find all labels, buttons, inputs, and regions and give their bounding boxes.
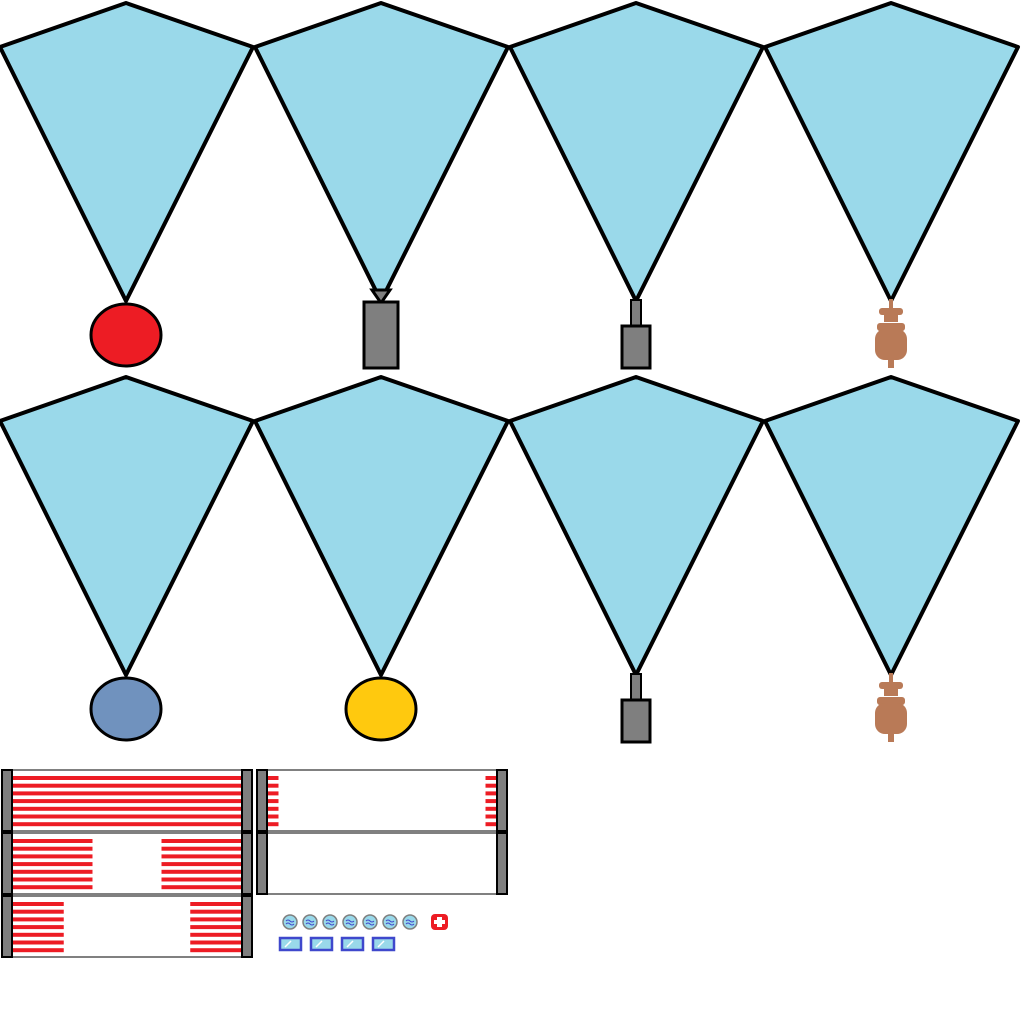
parachute-canopy xyxy=(763,375,1020,677)
red-ball-icon xyxy=(89,302,163,368)
parachute-gray-crate-stem xyxy=(508,375,765,744)
parachute-canopy xyxy=(253,375,510,677)
yellow-ball-icon xyxy=(344,676,418,742)
water-bubble-icon xyxy=(302,914,318,930)
small-item-sprites xyxy=(278,914,448,952)
medkit-icon xyxy=(431,914,448,930)
teddy-bear-icon xyxy=(875,299,907,368)
parachute-canopy xyxy=(508,1,765,303)
gray-crate-icon xyxy=(620,299,652,370)
parachute-canopy xyxy=(0,1,255,303)
parachute-brown-bear xyxy=(763,1,1020,368)
parachute-yellow-bomb xyxy=(253,375,510,742)
glass-panel-icon xyxy=(278,936,303,952)
fence-empty-frame xyxy=(256,832,508,895)
parachute-canopy xyxy=(763,1,1020,303)
water-bubble-icon xyxy=(322,914,338,930)
glass-panel-icon xyxy=(371,936,396,952)
parachute-gray-crate-narrow-hook xyxy=(253,1,510,370)
parachute-red-bomb xyxy=(0,1,255,368)
parachute-gray-crate-stem xyxy=(508,1,765,370)
teddy-bear-icon xyxy=(875,673,907,742)
parachute-canopy xyxy=(0,375,255,677)
parachute-brown-bear xyxy=(763,375,1020,742)
parachute-blue-bomb xyxy=(0,375,255,742)
water-bubble-icon xyxy=(342,914,358,930)
parachute-sprites xyxy=(0,1,1020,744)
fence-sprites xyxy=(1,769,508,958)
gray-crate-icon xyxy=(620,673,652,744)
blue-ball-icon xyxy=(89,676,163,742)
fence-edge-stripes xyxy=(256,769,508,832)
parachute-canopy xyxy=(253,1,510,303)
water-bubble-icon xyxy=(362,914,378,930)
gray-crate-icon xyxy=(362,288,400,370)
water-bubble-icon xyxy=(382,914,398,930)
parachute-canopy xyxy=(508,375,765,677)
fence-split-stripes xyxy=(1,832,253,895)
water-bubble-icon xyxy=(282,914,298,930)
glass-panel-icon xyxy=(309,936,334,952)
fence-short-stripes xyxy=(1,895,253,958)
fence-full-stripes xyxy=(1,769,253,832)
glass-panel-icon xyxy=(340,936,365,952)
water-bubble-icon xyxy=(402,914,418,930)
